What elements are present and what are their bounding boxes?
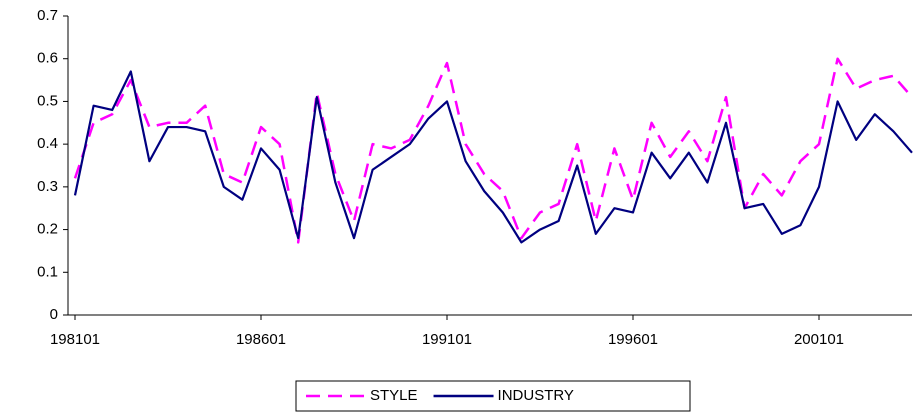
x-tick-label: 198601: [236, 331, 286, 348]
x-tick-label: 198101: [50, 331, 100, 348]
y-tick-label: 0.2: [37, 221, 58, 238]
x-tick-label: 199601: [608, 331, 658, 348]
y-tick-label: 0: [50, 306, 58, 323]
y-tick-label: 0.1: [37, 263, 58, 280]
x-tick-label: 199101: [422, 331, 472, 348]
legend-label: INDUSTRY: [498, 387, 574, 404]
x-tick-label: 200101: [794, 331, 844, 348]
series-line: [73, 70, 913, 244]
y-tick-label: 0.7: [37, 7, 58, 24]
legend-label: STYLE: [370, 387, 418, 404]
series-line: [73, 57, 913, 244]
y-tick-label: 0.6: [37, 50, 58, 67]
y-tick-label: 0.3: [37, 178, 58, 195]
y-tick-label: 0.5: [37, 92, 58, 109]
y-tick-label: 0.4: [37, 135, 58, 152]
